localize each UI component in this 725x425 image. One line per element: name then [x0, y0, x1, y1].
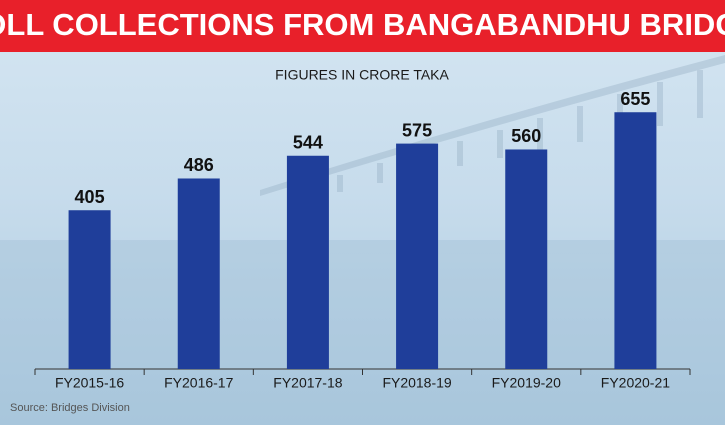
x-tick-label: FY2020-21 [601, 375, 670, 391]
chart-title: TOLL COLLECTIONS FROM BANGABANDHU BRIDGE [0, 7, 725, 42]
bar [68, 210, 111, 369]
value-label: 655 [620, 89, 650, 109]
x-tick-label: FY2016-17 [164, 375, 233, 391]
bar [505, 149, 548, 369]
source-note: Source: Bridges Division [10, 402, 130, 414]
x-tick-label: FY2015-16 [55, 375, 124, 391]
value-label: 575 [402, 120, 432, 140]
chart-subtitle: FIGURES IN CRORE TAKA [275, 67, 449, 83]
x-tick-label: FY2017-18 [273, 375, 342, 391]
value-label: 486 [184, 155, 214, 175]
bar [177, 178, 220, 369]
value-label: 405 [75, 187, 105, 207]
bar [396, 143, 439, 369]
value-label: 544 [293, 133, 323, 153]
value-label: 560 [511, 126, 541, 146]
bar [614, 112, 657, 370]
title-banner [0, 0, 725, 52]
bar [286, 155, 329, 369]
x-tick-label: FY2018-19 [382, 375, 451, 391]
x-tick-label: FY2019-20 [492, 375, 561, 391]
